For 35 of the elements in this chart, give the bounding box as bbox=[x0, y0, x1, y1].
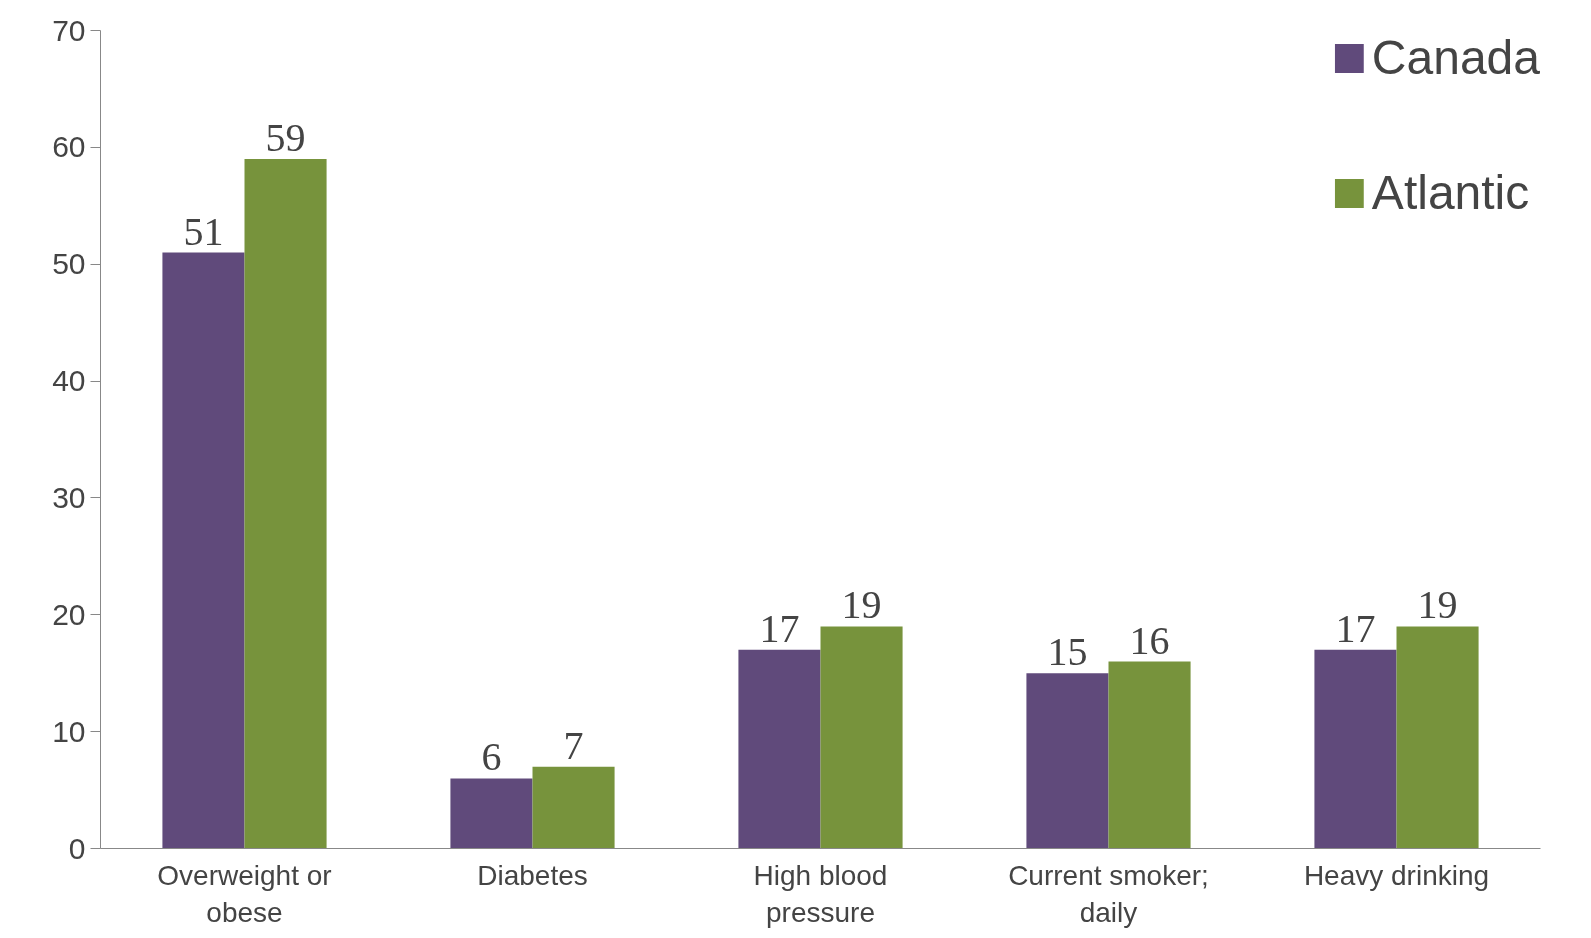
y-tick-label: 10 bbox=[52, 714, 86, 748]
data-label: 59 bbox=[265, 115, 306, 161]
data-label: 17 bbox=[1335, 605, 1376, 651]
y-tick-label: 30 bbox=[52, 480, 86, 514]
legend-label: Atlantic bbox=[1371, 165, 1530, 220]
bar bbox=[450, 778, 533, 849]
y-tick-label: 20 bbox=[52, 597, 86, 631]
data-label: 19 bbox=[841, 582, 882, 628]
bar bbox=[820, 626, 903, 849]
data-label: 51 bbox=[183, 208, 224, 254]
y-tick-label: 60 bbox=[52, 130, 86, 164]
y-tick-label: 40 bbox=[52, 364, 86, 398]
legend-label: Canada bbox=[1371, 30, 1540, 85]
data-label: 17 bbox=[759, 605, 800, 651]
bar bbox=[1396, 626, 1479, 849]
bar bbox=[244, 159, 327, 849]
x-tick-label: Current smoker; daily bbox=[1008, 859, 1209, 928]
y-tick-label: 50 bbox=[52, 247, 86, 281]
data-label: 6 bbox=[481, 734, 502, 780]
bar bbox=[162, 252, 245, 849]
data-label: 16 bbox=[1129, 617, 1170, 663]
bar bbox=[532, 766, 615, 849]
data-label: 15 bbox=[1047, 629, 1088, 675]
bar bbox=[1108, 661, 1191, 849]
x-tick-label: Diabetes bbox=[477, 859, 588, 891]
x-tick-label: Overweight or obese bbox=[157, 859, 332, 928]
data-label: 19 bbox=[1417, 582, 1458, 628]
bar bbox=[1026, 673, 1109, 849]
x-tick-label: Heavy drinking bbox=[1303, 859, 1490, 891]
bar bbox=[738, 649, 821, 849]
data-label: 7 bbox=[563, 722, 584, 768]
y-tick-label: 0 bbox=[68, 831, 86, 865]
bar bbox=[1314, 649, 1397, 849]
x-tick-label: High blood pressure bbox=[753, 859, 888, 928]
y-tick-label: 70 bbox=[52, 13, 86, 47]
